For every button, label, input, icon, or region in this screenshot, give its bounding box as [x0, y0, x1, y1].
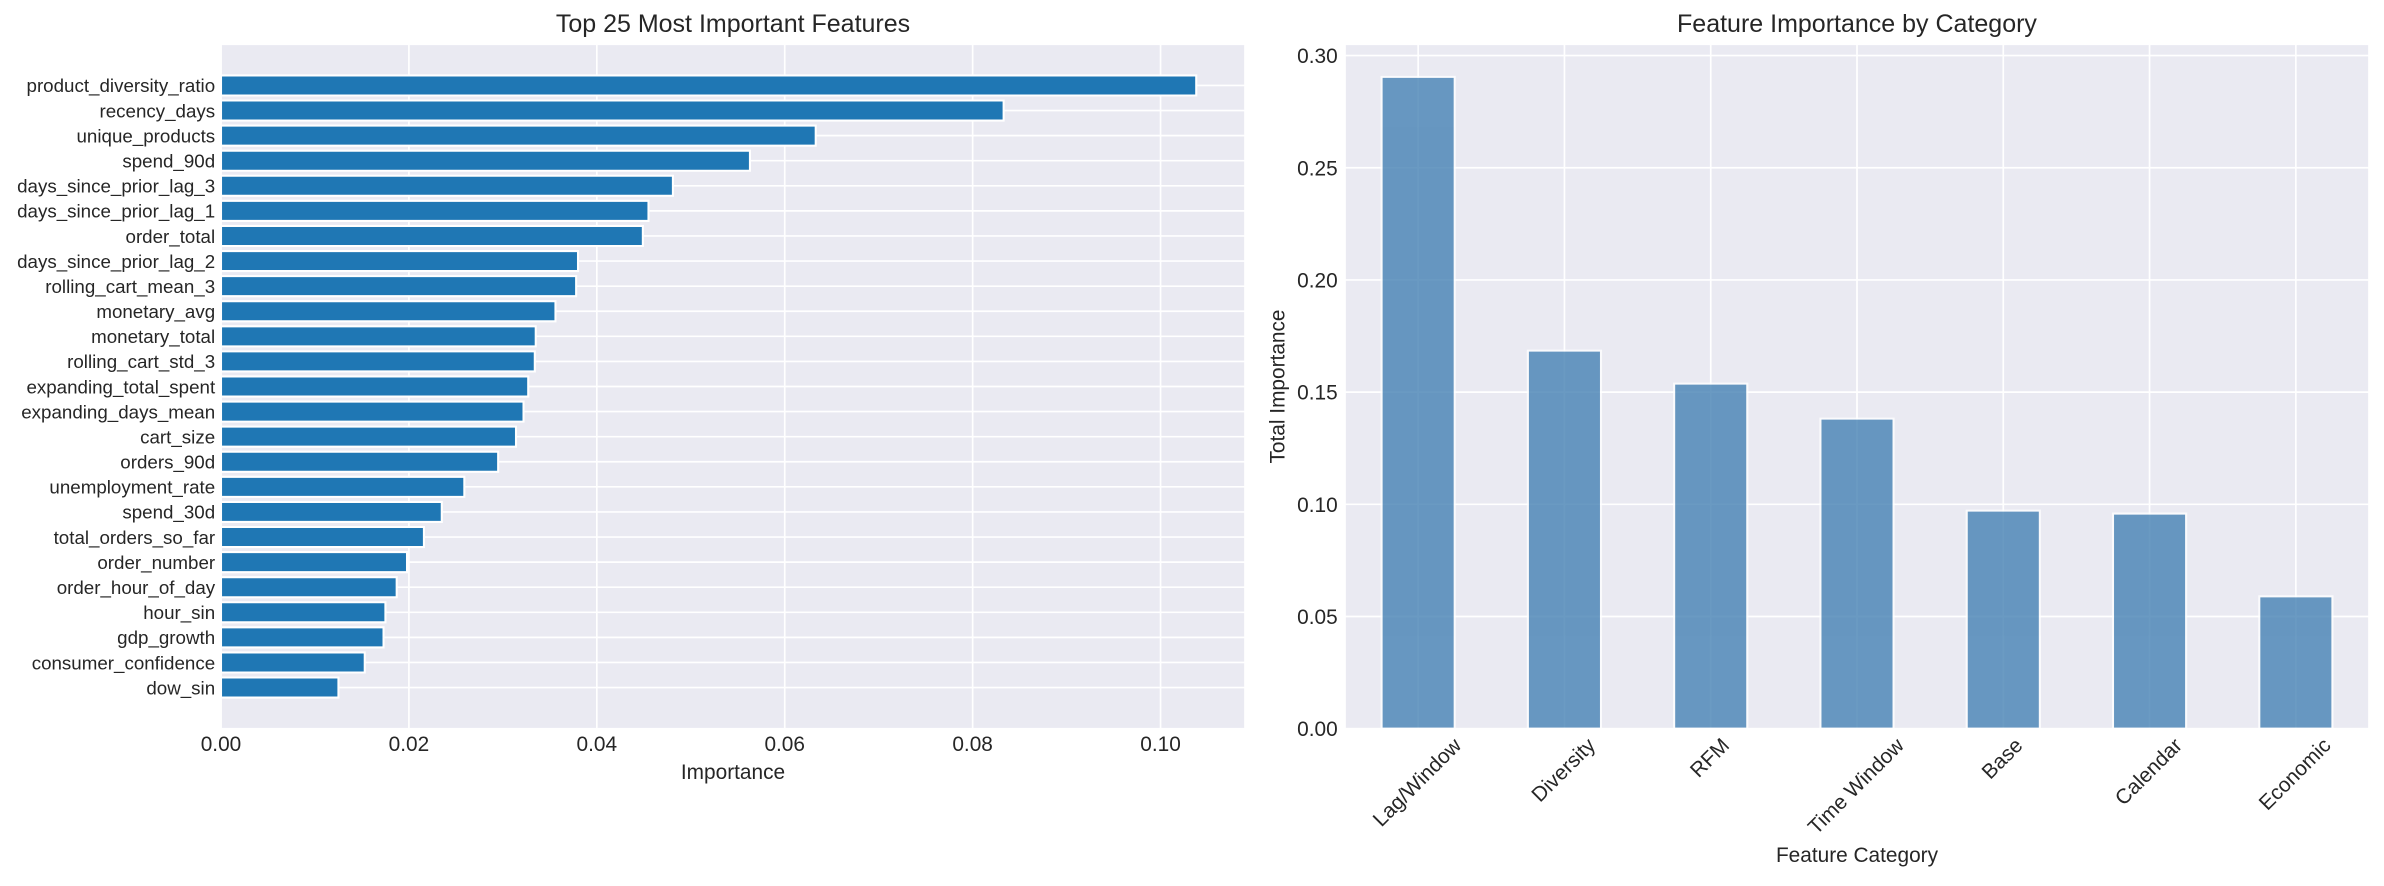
svg-text:total_orders_so_far: total_orders_so_far	[54, 527, 216, 549]
svg-text:cart_size: cart_size	[140, 426, 215, 448]
svg-text:0.25: 0.25	[1297, 157, 1338, 180]
svg-text:orders_90d: orders_90d	[120, 452, 215, 474]
svg-text:spend_30d: spend_30d	[122, 502, 215, 524]
svg-text:days_since_prior_lag_1: days_since_prior_lag_1	[17, 201, 215, 223]
svg-text:product_diversity_ratio: product_diversity_ratio	[27, 75, 216, 97]
svg-text:Feature Importance by Category: Feature Importance by Category	[1677, 10, 2037, 38]
svg-text:expanding_total_spent: expanding_total_spent	[26, 376, 215, 398]
svg-text:order_hour_of_day: order_hour_of_day	[57, 577, 216, 599]
svg-text:0.10: 0.10	[1140, 733, 1181, 756]
svg-text:dow_sin: dow_sin	[146, 677, 215, 699]
svg-text:monetary_avg: monetary_avg	[96, 301, 215, 323]
svg-text:rolling_cart_std_3: rolling_cart_std_3	[67, 351, 215, 373]
svg-text:0.06: 0.06	[764, 733, 805, 756]
svg-text:0.08: 0.08	[952, 733, 993, 756]
svg-text:0.05: 0.05	[1297, 606, 1338, 629]
svg-text:0.15: 0.15	[1297, 382, 1338, 405]
svg-text:recency_days: recency_days	[99, 100, 215, 122]
svg-text:unique_products: unique_products	[77, 125, 216, 147]
svg-text:0.30: 0.30	[1297, 45, 1338, 68]
svg-text:order_total: order_total	[126, 226, 216, 248]
svg-text:unemployment_rate: unemployment_rate	[49, 477, 215, 499]
svg-text:0.10: 0.10	[1297, 494, 1338, 517]
svg-text:monetary_total: monetary_total	[91, 326, 215, 348]
svg-text:Importance: Importance	[681, 761, 785, 784]
svg-text:rolling_cart_mean_3: rolling_cart_mean_3	[45, 276, 215, 298]
svg-text:0.00: 0.00	[201, 733, 242, 756]
svg-text:Total Importance: Total Importance	[1267, 310, 1290, 464]
svg-text:0.04: 0.04	[577, 733, 618, 756]
svg-text:expanding_days_mean: expanding_days_mean	[21, 401, 215, 423]
svg-text:order_number: order_number	[97, 552, 215, 574]
svg-text:hour_sin: hour_sin	[143, 602, 215, 624]
svg-text:gdp_growth: gdp_growth	[117, 627, 215, 649]
svg-text:0.20: 0.20	[1297, 269, 1338, 292]
svg-text:0.00: 0.00	[1297, 718, 1338, 741]
svg-text:consumer_confidence: consumer_confidence	[32, 652, 215, 674]
svg-text:Top 25 Most Important Features: Top 25 Most Important Features	[556, 10, 910, 38]
svg-text:days_since_prior_lag_3: days_since_prior_lag_3	[17, 176, 215, 198]
svg-text:Feature Category: Feature Category	[1776, 844, 1939, 867]
svg-text:days_since_prior_lag_2: days_since_prior_lag_2	[17, 251, 215, 273]
svg-text:spend_90d: spend_90d	[122, 151, 215, 173]
svg-text:0.02: 0.02	[389, 733, 430, 756]
